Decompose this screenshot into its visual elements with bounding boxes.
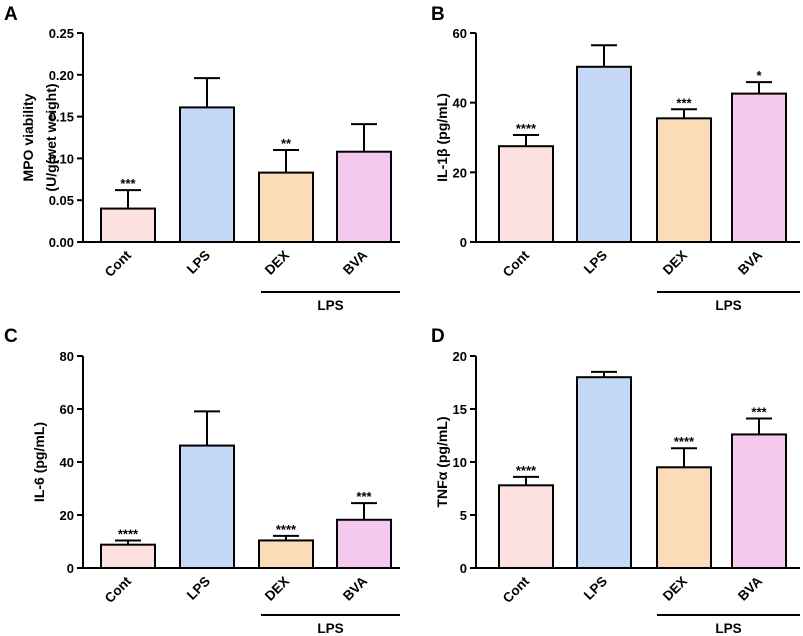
panel-d-category-cont: Cont	[500, 573, 533, 606]
panel-a-bar-dex	[258, 171, 314, 243]
panel-d-bar-dex	[656, 466, 712, 569]
panel-d-category-bva: BVA	[735, 573, 765, 603]
panel-a-category-lps: LPS	[184, 248, 213, 277]
panel-c-significance-dex: ****	[276, 522, 297, 537]
panel-c-category-bva: BVA	[340, 573, 370, 603]
panel-b-category-dex: DEX	[660, 248, 690, 278]
panel-b-category-cont: Cont	[500, 247, 533, 280]
panel-d-significance-cont: ****	[516, 463, 537, 478]
panel-b-category-bva: BVA	[735, 247, 765, 277]
panel-a-letter: A	[4, 4, 18, 25]
panel-d-letter: D	[431, 326, 445, 347]
panel-d-bar-bva	[731, 433, 787, 569]
panel-c-letter: C	[4, 326, 18, 347]
panel-c-ytick-label: 20	[60, 508, 74, 523]
panel-c-ytick-label: 80	[60, 349, 74, 364]
panel-a-ytick-label: 0.20	[49, 68, 74, 83]
panel-c-bar-cont	[100, 543, 156, 569]
panel-b-group-label: LPS	[715, 298, 741, 313]
panel-c-category-cont: Cont	[102, 573, 135, 606]
panel-b-bar-lps	[576, 65, 632, 243]
panel-c-ylabel-line-0: IL-6 (pg/mL)	[31, 422, 47, 502]
panel-c-bar-bva	[336, 518, 392, 570]
panel-b-ytick-label: 40	[453, 96, 467, 111]
panel-b-bar-dex	[656, 117, 712, 243]
panel-a-ytick-label: 0.25	[49, 26, 74, 41]
panel-b-bar-bva	[731, 92, 787, 243]
panel-a-bar-bva	[336, 150, 392, 244]
panel-b-ytick-label: 20	[453, 165, 467, 180]
panel-d-group-label: LPS	[715, 621, 741, 636]
panel-a-ylabel-line-1: (U/g(wet weight)	[43, 83, 59, 191]
panel-b-bar-cont	[498, 145, 554, 243]
panel-d-bar-cont	[498, 484, 554, 570]
panel-c-significance-bva: ***	[356, 489, 372, 504]
panel-b-significance-bva: *	[756, 68, 762, 83]
panel-c-ytick-label: 60	[60, 402, 74, 417]
panel-a-category-dex: DEX	[262, 248, 292, 278]
panel-c-group-label: LPS	[317, 621, 343, 636]
panel-a-ytick-label: 0.00	[49, 235, 74, 250]
panel-c-ytick-label: 0	[67, 561, 74, 576]
panel-a-ytick-label: 0.05	[49, 193, 74, 208]
panel-d-ytick-label: 5	[460, 508, 467, 523]
panel-a-significance-cont: ***	[120, 176, 136, 191]
panel-a-category-bva: BVA	[340, 247, 370, 277]
panel-c-category-lps: LPS	[184, 574, 213, 603]
panel-d-ytick-label: 20	[453, 349, 467, 364]
panel-d-ytick-label: 10	[453, 455, 467, 470]
panel-c-ytick-label: 40	[60, 455, 74, 470]
panel-b-significance-cont: ****	[516, 121, 537, 136]
panel-b-category-lps: LPS	[581, 248, 610, 277]
panel-c-category-dex: DEX	[262, 574, 292, 604]
panel-d-category-dex: DEX	[660, 574, 690, 604]
panel-a-significance-dex: **	[281, 136, 292, 151]
panel-a-ytick-label: 0.15	[49, 110, 74, 125]
panel-d-bar-lps	[576, 376, 632, 570]
panel-b-ytick-label: 0	[460, 235, 467, 250]
panel-d-significance-dex: ****	[674, 434, 695, 449]
panel-c-bar-dex	[258, 539, 314, 570]
panel-d-category-lps: LPS	[581, 574, 610, 603]
panel-b-significance-dex: ***	[676, 95, 692, 110]
panel-c-bar-lps	[179, 444, 235, 570]
panel-a-bar-cont	[100, 207, 156, 243]
panel-b-ylabel-line-0: IL-1β (pg/mL)	[434, 93, 450, 182]
panel-a-ytick-label: 0.10	[49, 151, 74, 166]
panel-a-group-label: LPS	[317, 298, 343, 313]
panel-c-significance-cont: ****	[118, 526, 139, 541]
panel-d-ytick-label: 15	[453, 402, 467, 417]
panel-b-ytick-label: 60	[453, 26, 467, 41]
panel-d-ytick-label: 0	[460, 561, 467, 576]
panel-a-category-cont: Cont	[102, 247, 135, 280]
panel-a-bar-lps	[179, 106, 235, 243]
panel-d-ylabel-line-0: TNFα (pg/mL)	[434, 416, 450, 507]
panel-d-significance-bva: ***	[751, 405, 767, 420]
panel-a-ylabel-line-0: MPO viability	[20, 93, 36, 181]
panel-b-letter: B	[431, 4, 445, 25]
